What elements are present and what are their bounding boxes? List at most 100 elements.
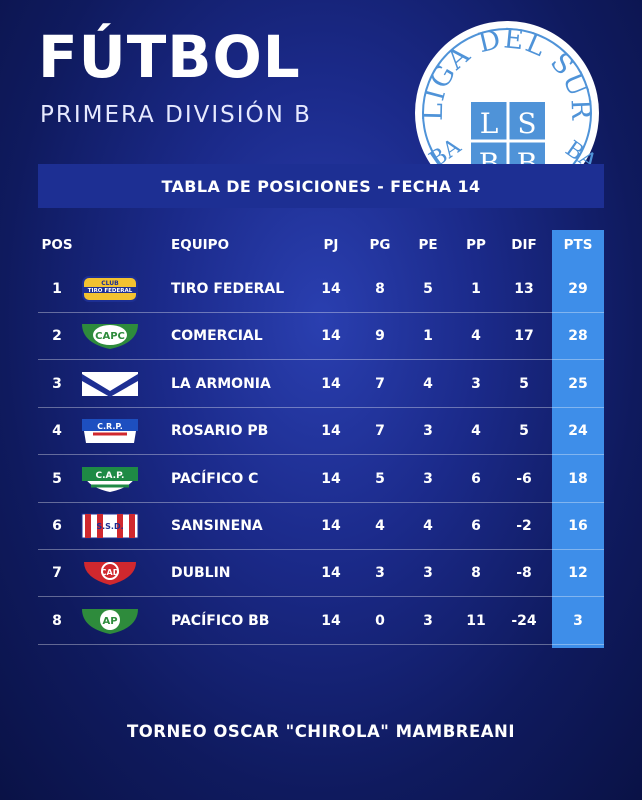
svg-text:C.R.P.: C.R.P. [97,422,123,431]
header-pts: PTS [563,237,593,253]
logo-cell-l: L [480,107,499,140]
cell-pp: 4 [471,328,481,345]
table-row: 7 14 3 3 8 -8 12 CAD DUBLIN [38,550,604,598]
header-pp: PP [466,237,486,253]
cell-dif: -6 [516,470,532,487]
cell-team: PACÍFICO BB [171,612,270,629]
cell-pg: 7 [375,423,385,440]
cell-pg: 3 [375,565,385,582]
comercial-crest: CAPC [79,321,141,351]
svg-text:CAD: CAD [101,568,120,577]
cell-pg: 8 [375,281,385,297]
tournament-name: TORNEO OSCAR "CHIROLA" MAMBREANI [127,722,515,741]
svg-text:AP: AP [102,616,117,627]
cell-pos: 1 [52,281,62,297]
table-title: TABLA DE POSICIONES - FECHA 14 [161,176,481,196]
cell-pts: 3 [573,612,583,629]
cell-pp: 6 [471,470,481,487]
table-header: POS EQUIPO PJ PG PE PP DIF PTS [38,230,604,260]
header-dif: DIF [511,237,537,253]
cell-pts: 12 [568,565,588,582]
cell-team: ROSARIO PB [171,423,269,440]
svg-text:CLUB: CLUB [101,280,119,287]
cell-pos: 6 [52,518,62,534]
cell-pp: 1 [471,281,481,297]
cell-pos: 8 [52,612,62,629]
table-row: 4 14 7 3 4 5 24 C.R.P. ROSARIO PB [38,408,604,456]
sansinena-crest: S.S.D. [79,511,141,541]
header-team: EQUIPO [171,237,230,253]
cell-pj: 14 [321,281,341,297]
pacifico-c-crest: C.A.P. [79,464,141,494]
cell-pg: 5 [375,470,385,487]
header-pg: PG [369,237,391,253]
cell-pos: 3 [52,375,62,392]
table-row: 3 14 7 4 3 5 25 LA ARMONIA [38,361,604,408]
table-row: 5 14 5 3 6 -6 18 C.A.P. PACÍFICO C [38,456,604,503]
cell-dif: 13 [514,281,534,297]
la-armonia-crest [79,369,141,399]
cell-team: LA ARMONIA [171,375,271,392]
dublin-crest: CAD [79,558,141,588]
cell-pj: 14 [321,328,341,345]
cell-pj: 14 [321,423,341,440]
cell-pp: 11 [466,612,486,629]
cell-pts: 29 [568,281,588,297]
cell-pe: 4 [423,375,433,392]
svg-text:S.S.D.: S.S.D. [96,522,123,531]
cell-team: TIRO FEDERAL [171,281,285,297]
cell-pe: 3 [423,470,433,487]
cell-pp: 6 [471,518,481,534]
cell-pts: 24 [568,423,588,440]
cell-pj: 14 [321,612,341,629]
cell-dif: 17 [514,328,534,345]
cell-pj: 14 [321,518,341,534]
cell-pj: 14 [321,565,341,582]
table-row: 1 14 8 5 1 13 29 CLUB TIRO FEDERAL TIRO FEDERAL [38,266,604,313]
svg-text:C.A.P.: C.A.P. [96,471,125,481]
cell-dif: -24 [511,612,537,629]
cell-pg: 7 [375,375,385,392]
cell-pg: 9 [375,328,385,345]
cell-dif: -8 [516,565,532,582]
cell-pe: 3 [423,423,433,440]
cell-dif: -2 [516,518,532,534]
cell-team: PACÍFICO C [171,470,259,487]
pacifico-bb-crest: AP [79,606,141,636]
cell-pe: 3 [423,612,433,629]
cell-pp: 4 [471,423,481,440]
table-row: 2 14 9 1 4 17 28 CAPC COMERCIAL [38,313,604,361]
cell-pts: 18 [568,470,588,487]
cell-pe: 4 [423,518,433,534]
cell-dif: 5 [519,423,529,440]
cell-team: COMERCIAL [171,328,263,345]
cell-dif: 5 [519,375,529,392]
table-row: 8 14 0 3 11 -24 3 AP PACÍFICO BB [38,598,604,645]
cell-pts: 16 [568,518,588,534]
cell-pg: 4 [375,518,385,534]
cell-pp: 3 [471,375,481,392]
table-title-bar: TABLA DE POSICIONES - FECHA 14 [38,164,604,208]
cell-pe: 3 [423,565,433,582]
pts-column-highlight [552,230,604,648]
cell-pos: 7 [52,565,62,582]
cell-team: DUBLIN [171,565,231,582]
cell-pe: 1 [423,328,433,345]
logo-cell-s: S [517,107,536,140]
header-pe: PE [418,237,438,253]
cell-pj: 14 [321,375,341,392]
tiro-federal-crest: CLUB TIRO FEDERAL [79,274,141,304]
cell-pts: 25 [568,375,588,392]
cell-pj: 14 [321,470,341,487]
svg-text:CAPC: CAPC [95,331,125,342]
cell-pos: 5 [52,470,62,487]
cell-pg: 0 [375,612,385,629]
page-title: FÚTBOL [38,23,301,91]
table-row: 6 14 4 4 6 -2 16 S.S.D. SANSINENA [38,503,604,550]
cell-pts: 28 [568,328,588,345]
page-subtitle: PRIMERA DIVISIÓN B [40,102,312,128]
cell-pp: 8 [471,565,481,582]
header-pos: POS [41,237,73,253]
cell-team: SANSINENA [171,518,263,534]
svg-text:TIRO FEDERAL: TIRO FEDERAL [88,288,133,294]
